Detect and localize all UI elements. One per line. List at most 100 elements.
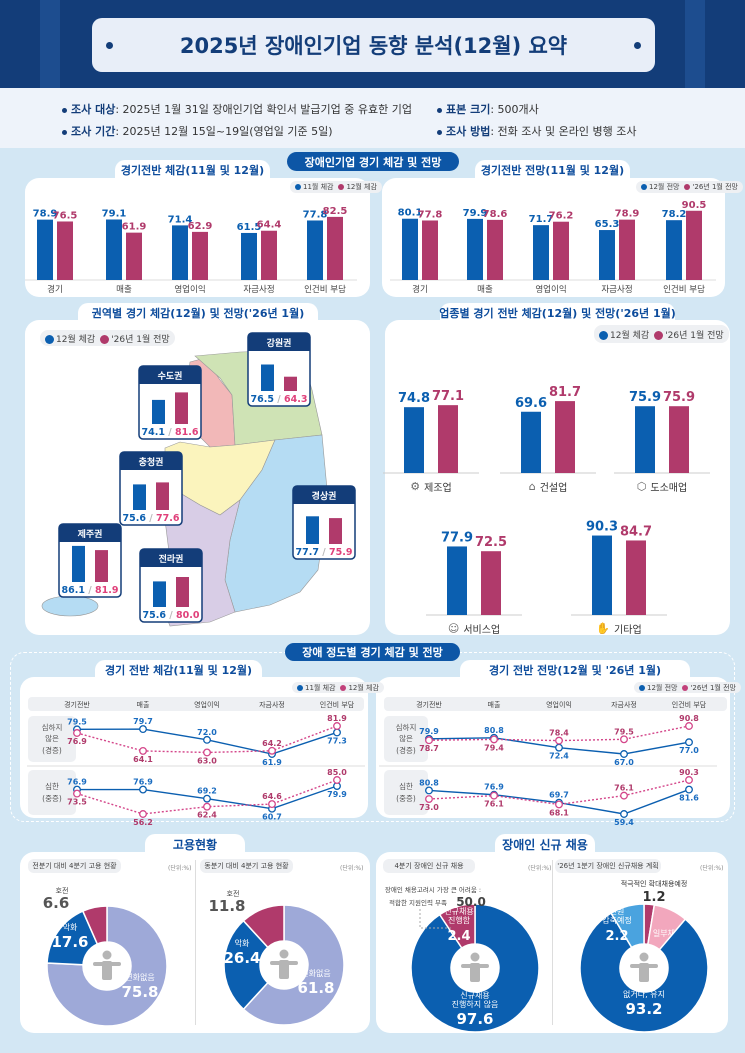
data-point — [203, 802, 211, 811]
bar-value-label: 75.9 — [629, 390, 661, 405]
legend-dot-icon — [639, 684, 645, 691]
info-value: : 500개사 — [490, 103, 539, 116]
bar-value-label: 61.9 — [122, 222, 147, 233]
annotation-text: 장애인 채용고려시 가장 큰 어려움 : — [385, 885, 481, 894]
unit-label: (단위:%) — [528, 865, 552, 872]
slice-label: 호전 — [56, 886, 69, 895]
legend-dot-icon — [654, 330, 664, 340]
bar-value-label: 76.2 — [549, 211, 574, 222]
x-tick-label: 영업이익 — [174, 284, 205, 295]
smiley-icon: ☺ — [447, 622, 460, 635]
legend-dot-icon — [45, 334, 54, 344]
region-sentiment-value: 77.7 — [296, 547, 319, 558]
region-name: 강원권 — [267, 337, 292, 349]
bar — [686, 210, 702, 280]
region-bar — [329, 518, 342, 544]
bar — [555, 401, 575, 473]
data-point — [490, 791, 498, 800]
data-label: 78.7 — [419, 744, 439, 753]
survey-info: 조사 대상: 2025년 1월 31일 장애인기업 확인서 발급기업 중 유효한… — [0, 88, 745, 148]
x-tick-label: 인건비 부담 — [663, 284, 705, 295]
data-point — [620, 750, 628, 758]
region-bar — [284, 376, 297, 391]
data-label: 72.0 — [197, 728, 217, 737]
slice-label: 감축예정 — [602, 915, 631, 925]
data-label: 64.6 — [262, 792, 282, 801]
region-sentiment-value: 86.1 — [62, 585, 85, 596]
data-label: 72.4 — [549, 752, 569, 761]
person-icon — [461, 952, 489, 982]
data-label: 76.9 — [67, 778, 87, 787]
slice-label: 인원 — [610, 906, 625, 916]
column-header-row — [28, 697, 364, 711]
bar-value-label: 90.3 — [586, 520, 618, 535]
unit-label: (단위:%) — [168, 865, 192, 872]
region-name: 제주권 — [78, 528, 103, 540]
column-header: 경기전반 — [416, 701, 442, 709]
legend-label: 12월 체감 — [346, 183, 377, 191]
series-line — [428, 725, 690, 742]
region-name: 충청권 — [139, 456, 164, 468]
region-name: 수도권 — [158, 370, 183, 382]
bar — [422, 220, 438, 280]
region-outlook-value: 80.0 — [176, 610, 200, 621]
bar-value-label: 72.5 — [475, 535, 507, 550]
bar — [106, 219, 122, 280]
donut-subtitle: 4분기 장애인 신규 채용 — [383, 859, 475, 873]
region-bar — [72, 545, 85, 582]
data-point — [139, 746, 147, 755]
bar — [241, 232, 257, 280]
slice-label: 호전 — [227, 889, 240, 898]
data-point — [490, 735, 498, 744]
data-point — [685, 738, 693, 747]
data-label: 77.3 — [327, 736, 347, 745]
bar — [481, 551, 501, 615]
person-icon — [93, 950, 121, 980]
separator: / — [146, 513, 156, 524]
data-label: 80.8 — [484, 726, 504, 735]
bar-value-label: 77.9 — [441, 530, 473, 545]
bar — [126, 232, 142, 280]
data-label: 61.9 — [262, 758, 282, 767]
row-label-severe: 심한 (중증) — [384, 770, 428, 815]
data-label: 76.9 — [133, 778, 153, 787]
region-value-label: 77.7 / 75.9 — [296, 547, 353, 558]
region-box: 강원권 76.5 / 64.3 — [247, 332, 311, 407]
tab-disability-sentiment: 경기 전반 체감(11월 및 12월) — [95, 660, 262, 679]
bar-value-label: 81.7 — [549, 385, 581, 400]
legend-label: '26년 1월 전망 — [690, 683, 736, 692]
category-label: 서비스업 — [463, 625, 501, 636]
bar — [635, 406, 655, 473]
tab-overall-outlook: 경기전반 전망(11월 및 12월) — [475, 160, 630, 180]
legend-dot-icon — [684, 184, 691, 190]
slice-label: 진행함 — [448, 915, 471, 925]
column-header: 매출 — [487, 701, 501, 709]
data-point — [425, 736, 433, 745]
region-bar — [133, 484, 146, 510]
bar-value-label: 78.6 — [483, 209, 508, 220]
data-point — [139, 810, 147, 818]
region-bar — [152, 399, 165, 424]
info-method: 조사 방법: 전화 조사 및 온라인 병행 조사 — [437, 123, 636, 139]
section-title-business: 장애인기업 경기 체감 및 전망 — [287, 152, 459, 171]
bar — [553, 221, 569, 280]
annotation-leader-line — [419, 909, 452, 929]
data-point — [139, 725, 147, 734]
legend: 12월 전망 '26년 1월 전망 — [634, 682, 741, 693]
bar-value-label: 64.4 — [257, 220, 282, 231]
x-tick-label: 자금사정 — [243, 284, 274, 295]
legend-label: 12월 체감 — [56, 334, 96, 345]
divider — [552, 860, 553, 1025]
legend-item: 12월 전망 — [641, 182, 679, 192]
info-value: : 전화 조사 및 온라인 병행 조사 — [490, 125, 637, 138]
annotation-text: 적합한 지원인력 부족 — [389, 898, 447, 907]
slice-value: 17.6 — [51, 933, 88, 951]
slice-value: 93.2 — [625, 1000, 662, 1018]
region-name: 경상권 — [312, 490, 337, 502]
data-label: 76.9 — [484, 783, 504, 792]
data-point — [268, 800, 276, 809]
data-label: 73.5 — [67, 798, 87, 807]
data-point — [620, 791, 628, 800]
slice-value: 6.6 — [43, 894, 70, 912]
